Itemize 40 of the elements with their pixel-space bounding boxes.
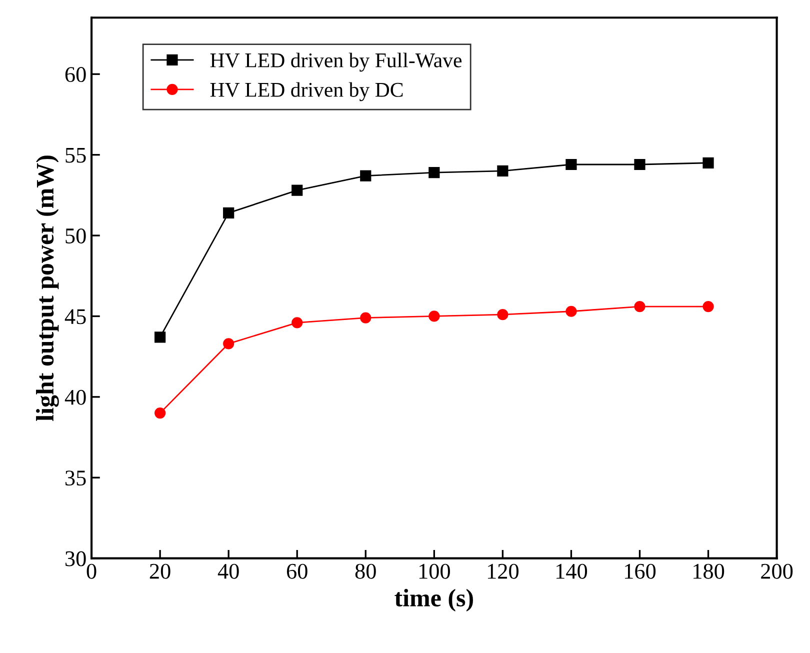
x-tick-label: 100 bbox=[419, 564, 450, 579]
y-tick-label: 55 bbox=[66, 148, 86, 163]
point bbox=[702, 300, 714, 312]
point bbox=[497, 309, 508, 320]
x-tick-label: 40 bbox=[218, 564, 239, 579]
x-tick-label: 20 bbox=[150, 564, 170, 579]
point bbox=[360, 170, 372, 182]
point bbox=[154, 408, 166, 419]
y-tick-label: 40 bbox=[64, 390, 86, 405]
point bbox=[292, 184, 303, 196]
x-tick-label: 120 bbox=[488, 564, 519, 579]
point bbox=[702, 157, 714, 168]
x-tick-label: 140 bbox=[556, 564, 588, 579]
point bbox=[634, 158, 646, 170]
point bbox=[497, 165, 508, 177]
point bbox=[360, 312, 372, 324]
x-tick-label: 200 bbox=[761, 564, 793, 579]
x-tick-label: 160 bbox=[625, 564, 656, 579]
x-tick-label: 60 bbox=[286, 564, 308, 579]
x-tick-label: 0 bbox=[86, 564, 96, 579]
point bbox=[566, 306, 577, 317]
y-tick-label: 60 bbox=[65, 67, 86, 82]
point bbox=[428, 167, 440, 178]
point bbox=[292, 317, 303, 328]
legend-label: HV LED driven by DC bbox=[210, 82, 403, 102]
point bbox=[223, 207, 234, 218]
x-axis-title: time (s) bbox=[394, 588, 473, 612]
x-tick-label: 180 bbox=[694, 564, 724, 579]
y-axis-title: light output power (mW) bbox=[36, 156, 59, 421]
point bbox=[154, 332, 166, 343]
y-tick-label: 30 bbox=[66, 551, 86, 566]
point bbox=[566, 158, 577, 170]
point bbox=[634, 300, 646, 312]
y-tick-label: 35 bbox=[66, 470, 86, 486]
point bbox=[428, 310, 440, 322]
y-tick-label: 45 bbox=[64, 309, 86, 324]
y-tick-label: 50 bbox=[66, 228, 86, 244]
x-tick-label: 80 bbox=[355, 564, 376, 579]
legend-label: HV LED driven by Full-Wave bbox=[210, 52, 462, 72]
point bbox=[223, 338, 234, 350]
